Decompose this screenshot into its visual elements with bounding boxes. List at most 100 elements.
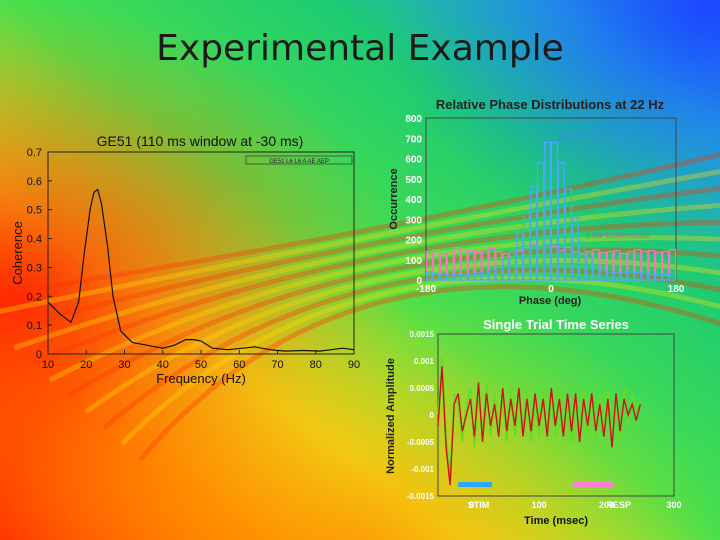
high-coherence-bar [662, 274, 670, 281]
harmonic-streak [120, 276, 720, 446]
phase-y-tick-label: 400 [405, 195, 422, 206]
high-coherence-bar [530, 186, 538, 281]
time-series-y-tick-label: 0 [430, 411, 435, 420]
low-coherence-bar [550, 245, 559, 281]
harmonic-streak [31, 219, 720, 367]
high-coherence-bar [439, 274, 447, 281]
low-coherence-bar [467, 250, 475, 281]
coherence-x-tick-label: 50 [195, 359, 207, 371]
time-series-title: Single Trial Time Series [483, 317, 629, 332]
high-coherence-bar [585, 257, 593, 281]
coherence-series-line [47, 188, 355, 352]
low-coherence-bar [606, 251, 614, 281]
high-coherence-bar [592, 265, 600, 281]
low-coherence-bar [509, 251, 517, 281]
harmonic-streak [0, 152, 720, 297]
low-coherence-bar [627, 251, 635, 281]
harmonic-streak [48, 235, 720, 383]
high-coherence-bar [578, 240, 586, 281]
high-coherence-annotation: High Coherence [561, 132, 626, 142]
coherence-y-tick-label: 0.2 [27, 291, 42, 303]
high-coherence-bar [509, 251, 517, 281]
high-coherence-bar [634, 272, 642, 281]
high-coherence-bar [627, 271, 635, 281]
phase-y-tick-label: 800 [405, 114, 422, 125]
high-coherence-bar [668, 273, 677, 281]
time-series-chart: Single Trial Time Series 0.0015 0.001 0.00… [385, 317, 682, 527]
slide-title: Experimental Example [156, 28, 564, 69]
coherence-x-tick-label: 20 [80, 359, 92, 371]
high-coherence-bar [557, 161, 565, 281]
coherence-plot-area [47, 151, 355, 355]
coherence-x-tick-label: 40 [157, 359, 169, 371]
low-coherence-bar [543, 242, 552, 281]
time-series-y-axis-label: Normalized Amplitude [385, 358, 397, 474]
coherence-legend-box [245, 155, 353, 165]
harmonic-streak [13, 202, 720, 351]
high-coherence-bar [648, 273, 656, 281]
resp-event-bar [572, 482, 614, 487]
phase-x-tick-label: -180 [416, 284, 436, 295]
high-coherence-bar [516, 232, 524, 281]
phase-x-tick-label: 180 [668, 284, 684, 295]
coherence-y-tick-label: 0.3 [27, 262, 42, 274]
high-coherence-bar [502, 259, 510, 281]
high-coherence-bar [460, 274, 468, 281]
low-coherence-bar [585, 251, 593, 281]
low-coherence-bar [502, 253, 510, 281]
high-coherence-bar [641, 271, 649, 281]
phase-y-tick-label: 600 [405, 155, 422, 166]
time-series-y-tick-label: -0.001 [411, 465, 434, 474]
stim-event-label: STIM [468, 500, 490, 510]
time-series-y-tick-label: 0.0005 [410, 384, 435, 393]
low-coherence-bar [523, 247, 531, 281]
harmonic-streak [0, 169, 720, 314]
low-coherence-bar [446, 251, 454, 281]
coherence-y-tick-label: 0.6 [27, 176, 42, 188]
resp-event-label: RESP [606, 500, 631, 510]
high-coherence-bar [432, 273, 440, 281]
high-coherence-bar [613, 272, 621, 281]
high-coherence-bar [564, 188, 572, 281]
coherence-x-axis-label: Frequency (Hz) [156, 371, 246, 386]
high-coherence-bar [446, 274, 454, 281]
high-coherence-bar [571, 216, 579, 281]
low-coherence-bar [571, 251, 579, 281]
low-coherence-bar [668, 249, 677, 281]
time-series-red-line [437, 366, 641, 486]
low-coherence-bar [620, 253, 628, 281]
harmonic-streak [66, 247, 720, 399]
time-series-x-tick-label: 100 [532, 500, 547, 510]
high-coherence-bar [474, 272, 482, 281]
low-coherence-annotation: Low Coherence [586, 230, 649, 240]
low-coherence-bar [641, 251, 649, 281]
time-series-y-tick-label: 0.0015 [410, 330, 435, 339]
phase-histogram-chart: Relative Phase Distributions at 22 Hz 0 1… [388, 97, 684, 307]
phase-y-tick-label: 500 [405, 175, 422, 186]
phase-y-axis-label: Occurrence [388, 168, 400, 229]
coherence-x-tick-label: 30 [118, 359, 130, 371]
low-coherence-bar [557, 250, 565, 281]
time-series-x-tick-label: 200 [599, 500, 614, 510]
coherence-y-tick-label: 0 [36, 349, 42, 361]
phase-x-tick-label: 0 [548, 284, 554, 295]
high-coherence-bar [606, 272, 614, 281]
high-coherence-bar [550, 141, 559, 281]
low-coherence-bar [488, 248, 496, 281]
coherence-legend-text: GE51 L6 L6 A AE AEP [269, 159, 329, 165]
high-coherence-bar [543, 141, 552, 281]
coherence-chart: GE51 (110 ms window at -30 ms) GE51 L6 L… [10, 133, 360, 386]
low-coherence-bar [537, 244, 545, 281]
high-coherence-bar [425, 271, 434, 281]
phase-x-axis-label: Phase (deg) [519, 295, 582, 307]
high-coherence-bar [655, 273, 663, 281]
time-series-y-tick-label: 0.001 [414, 357, 435, 366]
high-coherence-bar [453, 273, 461, 281]
phase-chart-title: Relative Phase Distributions at 22 Hz [436, 97, 665, 112]
high-coherence-bar [467, 273, 475, 281]
time-series-x-tick-label: 300 [666, 500, 681, 510]
high-coherence-bar [481, 271, 489, 281]
coherence-y-tick-label: 0.7 [27, 147, 42, 159]
coherence-y-tick-label: 0.1 [27, 320, 42, 332]
phase-y-tick-label: 700 [405, 134, 422, 145]
